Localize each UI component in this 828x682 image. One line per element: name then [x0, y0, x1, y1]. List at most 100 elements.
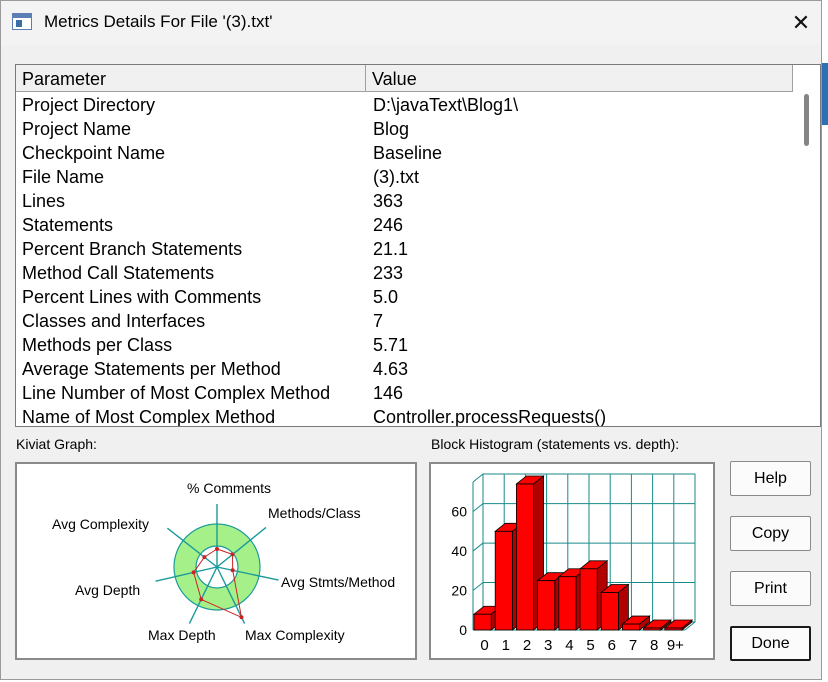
close-button[interactable]: ✕: [791, 10, 811, 35]
block-histogram-label: Block Histogram (statements vs. depth):: [431, 436, 680, 452]
kiviat-axis-line: [155, 566, 218, 582]
table-row[interactable]: Percent Branch Statements 21.1: [16, 237, 793, 261]
background-window-strip: [822, 63, 828, 125]
x-tick-label: 7: [629, 637, 637, 654]
table-row[interactable]: Lines 363: [16, 189, 793, 213]
value-cell: D:\javaText\Blog1\: [373, 95, 519, 115]
print-button[interactable]: Print: [730, 571, 811, 606]
x-tick-label: 9+: [667, 637, 684, 654]
parameter-cell: Average Statements per Method: [22, 359, 281, 379]
value-cell: 246: [373, 215, 404, 235]
value-cell: Blog: [373, 119, 410, 139]
column-header-value[interactable]: Value: [366, 65, 793, 92]
value-cell: 21.1: [373, 239, 409, 259]
kiviat-axis-label: Avg Complexity: [52, 516, 149, 532]
title-bar[interactable]: Metrics Details For File '(3).txt' ✕: [1, 1, 821, 45]
table-row[interactable]: Line Number of Most Complex Method 146: [16, 381, 793, 405]
kiviat-axis-label: Max Complexity: [245, 627, 345, 643]
x-tick-label: 5: [586, 637, 594, 654]
parameter-cell: File Name: [22, 167, 105, 187]
x-tick-label: 1: [502, 637, 510, 654]
histogram-bar: [642, 619, 672, 631]
kiviat-axis-line: [166, 527, 218, 568]
table-row[interactable]: Method Call Statements 233: [16, 261, 793, 285]
table-row[interactable]: Classes and Interfaces 7: [16, 309, 793, 333]
x-tick-label: 3: [544, 637, 552, 654]
parameter-cell: Method Call Statements: [22, 263, 215, 283]
table-row[interactable]: Percent Lines with Comments 5.0: [16, 285, 793, 309]
help-button[interactable]: Help: [730, 461, 811, 496]
metrics-table[interactable]: Parameter Value Project Directory D:\java…: [15, 64, 821, 427]
kiviat-point: [215, 547, 219, 551]
kiviat-svg: % Comments Methods/Class Avg Stmts/Metho…: [52, 480, 395, 643]
table-row[interactable]: Project Name Blog: [16, 117, 793, 141]
y-tick-label: 40: [451, 543, 467, 559]
kiviat-polygon: [193, 548, 243, 619]
value-cell: Baseline: [373, 143, 443, 163]
value-cell: 4.63: [373, 359, 409, 379]
table-body: Project Directory D:\javaText\Blog1\ Proje…: [16, 93, 793, 427]
table-row[interactable]: Project Directory D:\javaText\Blog1\: [16, 93, 793, 117]
parameter-cell: Project Directory: [22, 95, 156, 115]
kiviat-axis-line: [216, 566, 279, 581]
kiviat-graph: % Comments Methods/Class Avg Stmts/Metho…: [15, 462, 417, 660]
app-window-icon: [12, 13, 32, 30]
histogram-grid-line: [472, 503, 484, 512]
kiviat-point: [199, 597, 204, 602]
y-tick-label: 60: [451, 504, 467, 520]
x-tick-label: 6: [608, 637, 616, 654]
x-tick-label: 2: [523, 637, 531, 654]
parameter-cell: Project Name: [22, 119, 132, 139]
x-tick-label: 4: [565, 637, 573, 654]
vertical-scrollbar[interactable]: [793, 92, 820, 426]
table-row[interactable]: Checkpoint Name Baseline: [16, 141, 793, 165]
table-row[interactable]: Average Statements per Method 4.63: [16, 357, 793, 381]
x-tick-label: 0: [480, 637, 488, 654]
histogram-grid-line: [472, 542, 484, 552]
value-cell: 233: [373, 263, 404, 283]
kiviat-point: [230, 552, 235, 557]
parameter-cell: Checkpoint Name: [22, 143, 166, 163]
value-cell: 5.0: [373, 287, 399, 307]
kiviat-axis-line: [188, 566, 218, 624]
done-button[interactable]: Done: [730, 626, 811, 661]
kiviat-axis-label: % Comments: [187, 480, 271, 496]
y-tick-label: 20: [451, 583, 467, 599]
kiviat-point: [239, 615, 244, 620]
kiviat-axis-line: [216, 566, 246, 624]
value-cell: 146: [373, 383, 404, 403]
kiviat-axis-label: Avg Depth: [75, 582, 140, 598]
histogram-bar: [600, 583, 630, 631]
parameter-cell: Line Number of Most Complex Method: [22, 383, 331, 403]
x-tick-label: 8: [650, 637, 658, 654]
parameter-cell: Methods per Class: [22, 335, 173, 355]
value-cell: 7: [373, 311, 384, 331]
table-header: Parameter Value: [16, 65, 793, 92]
table-row[interactable]: Name of Most Complex Method Controller.pr…: [16, 405, 793, 427]
table-row[interactable]: File Name (3).txt: [16, 165, 793, 189]
column-header-parameter[interactable]: Parameter: [16, 65, 366, 92]
parameter-cell: Percent Lines with Comments: [22, 287, 262, 307]
parameter-cell: Lines: [22, 191, 66, 211]
kiviat-graph-label: Kiviat Graph:: [16, 436, 97, 452]
kiviat-axis-label: Max Depth: [148, 627, 216, 643]
kiviat-axis-label: Methods/Class: [268, 505, 361, 521]
kiviat-point: [191, 570, 196, 575]
parameter-cell: Classes and Interfaces: [22, 311, 206, 331]
kiviat-axis-line: [216, 526, 267, 568]
scrollbar-thumb[interactable]: [804, 94, 809, 146]
copy-button[interactable]: Copy: [730, 516, 811, 551]
value-cell: Controller.processRequests(): [373, 407, 607, 427]
parameter-cell: Statements: [22, 215, 114, 235]
kiviat-axis-label: Avg Stmts/Method: [281, 574, 395, 590]
histogram-bar: [663, 619, 694, 631]
table-row[interactable]: Statements 246: [16, 213, 793, 237]
histogram-bar: [621, 615, 651, 631]
histogram-grid-line: [472, 582, 484, 591]
kiviat-point: [230, 568, 235, 573]
value-cell: 363: [373, 191, 404, 211]
table-row[interactable]: Methods per Class 5.71: [16, 333, 793, 357]
value-cell: 5.71: [373, 335, 409, 355]
parameter-cell: Name of Most Complex Method: [22, 407, 276, 427]
kiviat-point: [202, 555, 207, 560]
